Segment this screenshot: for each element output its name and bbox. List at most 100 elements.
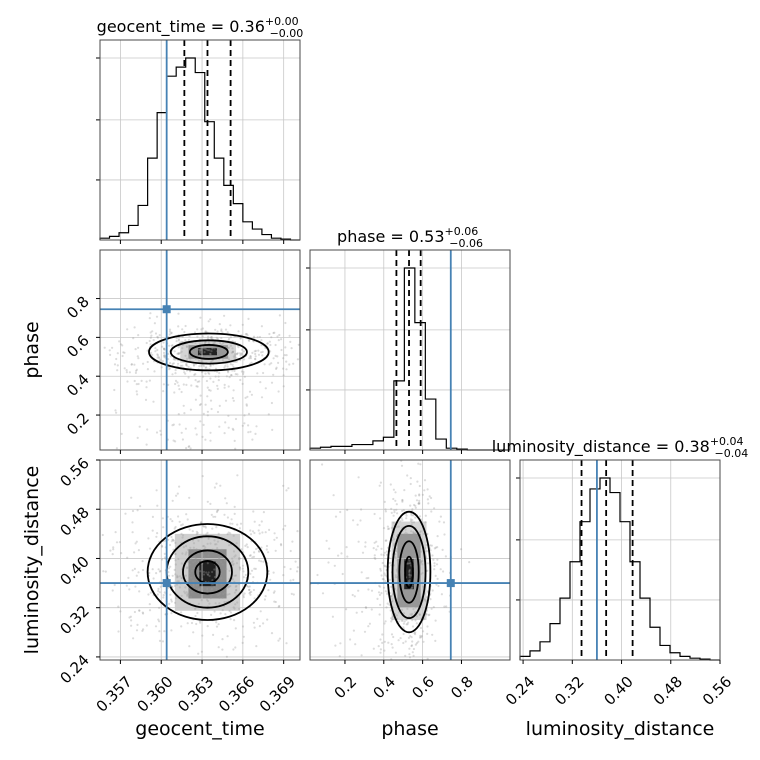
sample-point (230, 561, 234, 564)
sample-point (258, 625, 261, 628)
sample-point (206, 414, 209, 417)
sample-point (375, 548, 378, 551)
sample-point (163, 591, 166, 594)
sample-point (158, 570, 161, 573)
sample-point (401, 608, 404, 612)
sample-point (247, 412, 251, 415)
sample-point (158, 620, 161, 623)
sample-point (384, 620, 387, 623)
sample-point (374, 557, 377, 561)
sample-point (214, 602, 217, 605)
sample-point (396, 575, 399, 578)
sample-point (208, 349, 211, 352)
x-tick-label-geocent_time: 0.369 (256, 673, 299, 716)
sample-point (419, 626, 423, 630)
sample-point (269, 343, 272, 347)
sample-point (177, 352, 180, 355)
sample-point (200, 599, 203, 602)
sample-point (284, 321, 287, 325)
sample-point (254, 352, 257, 356)
sample-point (144, 398, 148, 401)
sample-point (248, 554, 252, 557)
sample-point (235, 356, 238, 359)
sample-point (234, 373, 237, 376)
sample-point (207, 320, 210, 323)
sample-point (410, 644, 414, 647)
sample-point (231, 350, 234, 353)
sample-point (261, 531, 264, 534)
sample-point (180, 532, 183, 535)
sample-point (208, 551, 211, 554)
sample-point (117, 605, 120, 608)
x-axis-label-phase: phase (381, 718, 438, 740)
sample-point (383, 572, 386, 575)
sample-point (238, 607, 241, 611)
sample-point (409, 477, 412, 480)
sample-point (400, 579, 403, 582)
sample-point (234, 447, 237, 450)
sample-point (162, 390, 165, 393)
sample-point (185, 513, 188, 516)
sample-point (147, 593, 150, 596)
sample-point (163, 552, 166, 556)
sample-point (236, 352, 239, 355)
sample-point (430, 496, 433, 500)
sample-point (236, 373, 239, 376)
sample-point (390, 597, 393, 601)
sample-point (415, 557, 418, 560)
sample-point (209, 352, 212, 355)
sample-point (203, 351, 206, 354)
sample-point (221, 596, 224, 600)
sample-point (177, 312, 180, 315)
sample-point (102, 570, 105, 573)
sample-point (159, 585, 162, 588)
panel-title-luminosity_distance: luminosity_distance = 0.38+0.04 −0.04 (492, 435, 749, 460)
sample-point (197, 583, 200, 587)
sample-point (216, 346, 219, 349)
sample-point (226, 355, 229, 358)
sample-point (201, 588, 204, 591)
sample-point (156, 593, 159, 596)
sample-point (382, 578, 385, 581)
sample-point (167, 383, 170, 386)
x-tick-label-luminosity_distance: 0.48 (650, 673, 686, 709)
sample-point (162, 594, 165, 597)
sample-point (433, 507, 436, 510)
sample-point (156, 354, 159, 357)
sample-point (205, 571, 208, 574)
sample-point (148, 317, 151, 320)
sample-point (175, 494, 178, 497)
sample-point (263, 363, 266, 366)
sample-point (199, 316, 202, 319)
sample-point (211, 570, 214, 574)
sample-point (206, 587, 209, 591)
sample-point (130, 619, 133, 622)
sample-point (145, 341, 148, 345)
sample-point (212, 633, 215, 637)
sample-point (138, 590, 141, 593)
sample-point (269, 578, 272, 581)
sample-point (135, 383, 138, 386)
sample-point (219, 484, 222, 487)
sample-point (168, 330, 172, 333)
sample-point (224, 497, 227, 500)
sample-point (184, 553, 187, 556)
sample-point (258, 550, 261, 553)
sample-point (220, 337, 223, 340)
sample-point (183, 371, 186, 374)
sample-point (419, 531, 422, 534)
sample-point (468, 561, 471, 564)
sample-point (184, 586, 187, 589)
sample-point (209, 360, 213, 363)
sample-point (227, 347, 230, 350)
sample-point (137, 549, 140, 552)
sample-point (116, 352, 119, 355)
sample-point (188, 593, 191, 596)
sample-point (401, 557, 404, 560)
sample-point (232, 534, 235, 537)
sample-point (226, 365, 229, 368)
sample-point (426, 632, 429, 636)
sample-point (129, 615, 132, 618)
sample-point (146, 368, 149, 371)
sample-point (210, 588, 213, 591)
